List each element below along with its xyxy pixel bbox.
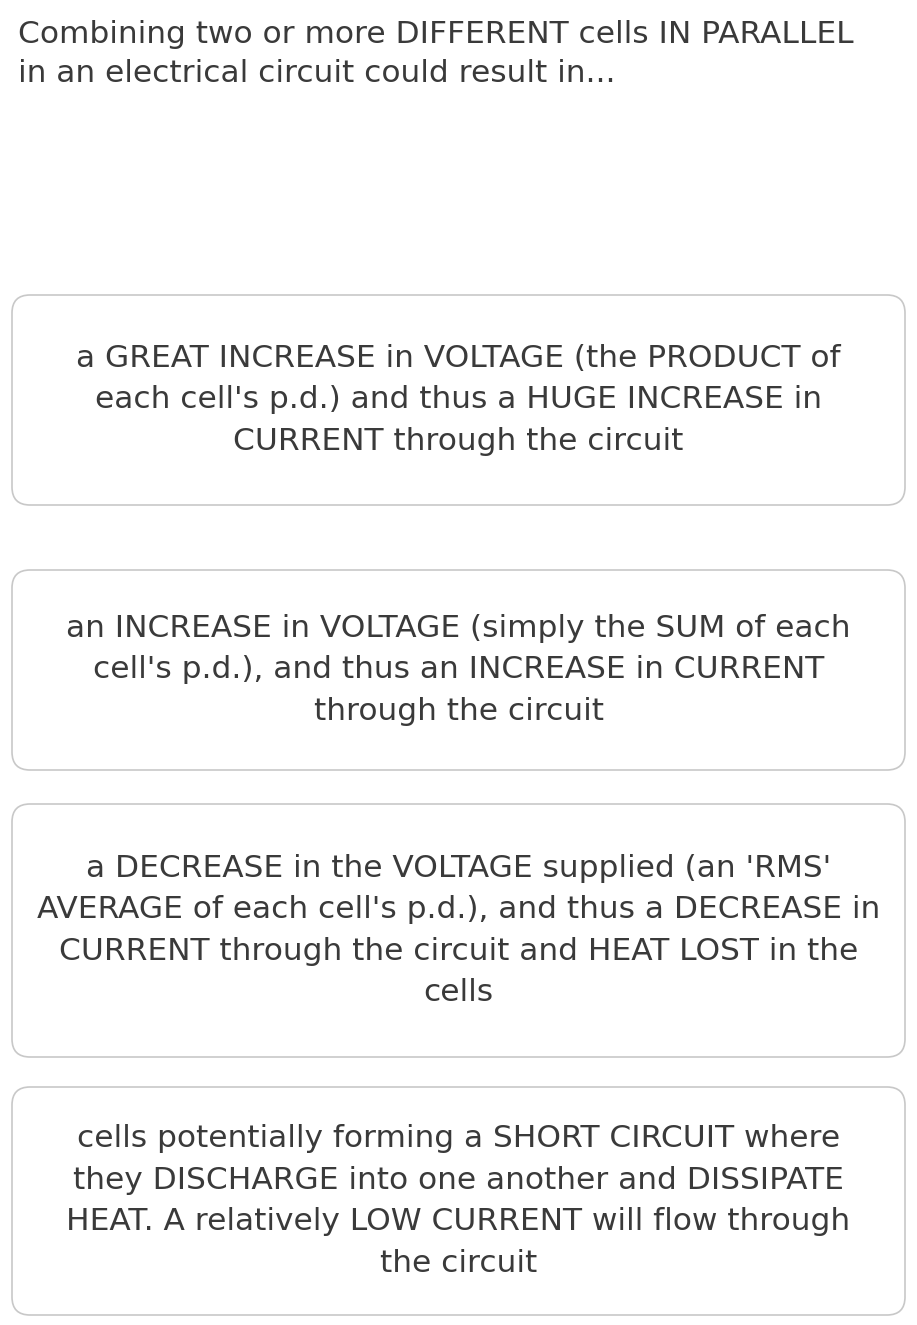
Text: a GREAT INCREASE in VOLTAGE (the PRODUCT of
each cell's p.d.) and thus a HUGE IN: a GREAT INCREASE in VOLTAGE (the PRODUCT…: [76, 344, 841, 456]
Text: cells potentially forming a SHORT CIRCUIT where
they DISCHARGE into one another : cells potentially forming a SHORT CIRCUI…: [66, 1124, 851, 1279]
FancyBboxPatch shape: [12, 570, 905, 770]
FancyBboxPatch shape: [12, 295, 905, 505]
FancyBboxPatch shape: [12, 1086, 905, 1314]
FancyBboxPatch shape: [12, 804, 905, 1057]
Text: Combining two or more DIFFERENT cells IN PARALLEL
in an electrical circuit could: Combining two or more DIFFERENT cells IN…: [18, 20, 854, 89]
Text: a DECREASE in the VOLTAGE supplied (an 'RMS'
AVERAGE of each cell's p.d.), and t: a DECREASE in the VOLTAGE supplied (an '…: [37, 853, 880, 1007]
Text: an INCREASE in VOLTAGE (simply the SUM of each
cell's p.d.), and thus an INCREAS: an INCREASE in VOLTAGE (simply the SUM o…: [66, 613, 851, 726]
